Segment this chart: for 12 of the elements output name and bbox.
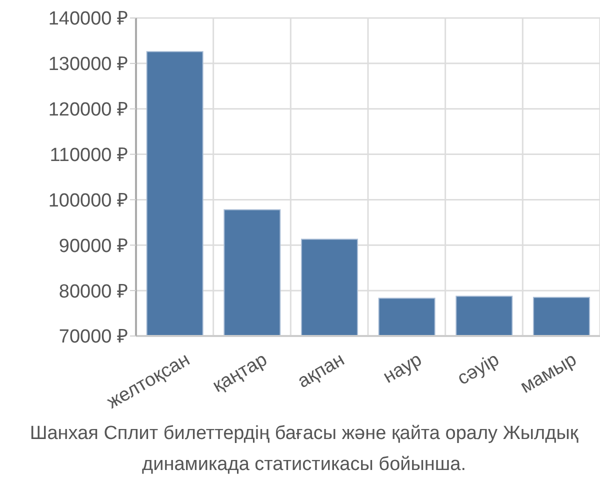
x-tick-label: наур (380, 349, 426, 388)
y-tick-label: 90000 ₽ (58, 236, 128, 257)
x-tick-label: сәуір (454, 349, 503, 390)
y-tick-label: 100000 ₽ (48, 190, 128, 212)
y-tick-label: 140000 ₽ (48, 8, 128, 30)
y-tick-label: 120000 ₽ (48, 100, 128, 121)
y-tick-label: 70000 ₽ (58, 326, 128, 348)
x-tick-label: ақпан (294, 349, 348, 393)
y-tick-label: 110000 ₽ (50, 145, 128, 166)
y-tick-label: 80000 ₽ (58, 281, 128, 302)
y-tick-label: 130000 ₽ (48, 54, 128, 76)
text: Шанхая Сплит билеттердің бағасы және қайта оралу Жылдық динамикада статистикасы бойынша. (28, 422, 580, 477)
